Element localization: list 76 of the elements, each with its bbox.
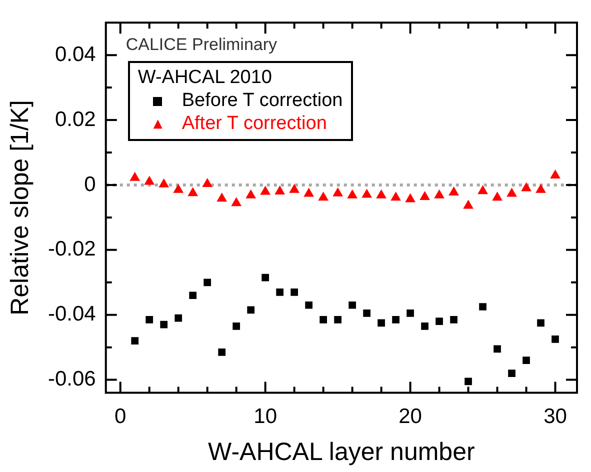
point — [492, 192, 502, 201]
legend-title: W-AHCAL 2010 — [138, 66, 273, 89]
point — [320, 316, 327, 324]
x-tick-label: 0 — [114, 405, 126, 428]
point — [363, 310, 370, 317]
point — [332, 188, 343, 196]
point — [174, 184, 184, 193]
point — [392, 316, 400, 324]
point — [362, 189, 372, 198]
y-tick-label: -0.04 — [48, 302, 96, 326]
point — [434, 190, 444, 198]
point — [304, 188, 314, 197]
point — [378, 319, 385, 327]
point — [202, 178, 212, 187]
point — [130, 172, 140, 181]
point — [274, 186, 285, 194]
point — [131, 337, 139, 345]
x-tick-label: 20 — [398, 405, 422, 428]
point — [305, 301, 312, 309]
point — [390, 192, 401, 201]
point — [550, 170, 560, 179]
point — [160, 320, 168, 328]
point — [536, 184, 546, 193]
point — [522, 356, 530, 364]
point — [334, 316, 342, 324]
point — [146, 316, 154, 324]
point — [246, 190, 256, 198]
point — [508, 370, 516, 377]
y-tick-label: -0.02 — [48, 238, 96, 261]
point — [247, 306, 255, 314]
point — [318, 192, 328, 201]
point — [463, 200, 474, 209]
y-tick-label: 0.02 — [54, 108, 96, 131]
point — [347, 190, 358, 198]
point — [159, 178, 169, 188]
x-tick-label: 30 — [544, 405, 567, 428]
annotation: CALICE Preliminary — [126, 34, 278, 55]
point — [479, 303, 486, 310]
point — [289, 184, 300, 193]
point — [448, 186, 459, 196]
point — [521, 182, 532, 192]
point — [420, 191, 430, 200]
y-tick-label: 0.04 — [54, 42, 96, 66]
point — [506, 188, 517, 197]
legend-label: Before T correction — [182, 88, 343, 112]
point — [262, 274, 270, 282]
point — [217, 193, 227, 202]
legend-label: After T correction — [182, 112, 327, 135]
point — [405, 194, 416, 202]
point — [348, 301, 356, 309]
point — [537, 319, 544, 327]
point — [478, 186, 488, 194]
y-axis-title: Relative slope [1/K] — [6, 100, 34, 316]
point — [188, 188, 198, 196]
x-tick-label: 10 — [254, 405, 278, 428]
point — [421, 322, 428, 330]
point — [260, 186, 270, 195]
y-tick-label: 0 — [84, 172, 96, 196]
point — [232, 322, 240, 330]
point — [189, 292, 197, 300]
point — [218, 348, 226, 356]
point — [144, 176, 154, 185]
point — [406, 310, 414, 317]
point — [494, 345, 501, 353]
point — [552, 336, 559, 343]
point — [376, 190, 386, 198]
point — [232, 198, 242, 206]
point — [276, 288, 284, 296]
point — [450, 316, 458, 324]
point — [204, 278, 212, 286]
point — [174, 314, 182, 322]
point — [436, 318, 443, 326]
y-tick-label: -0.06 — [48, 368, 96, 391]
point — [464, 378, 472, 386]
point — [290, 288, 298, 296]
x-axis-title: W-AHCAL layer number — [208, 438, 475, 466]
